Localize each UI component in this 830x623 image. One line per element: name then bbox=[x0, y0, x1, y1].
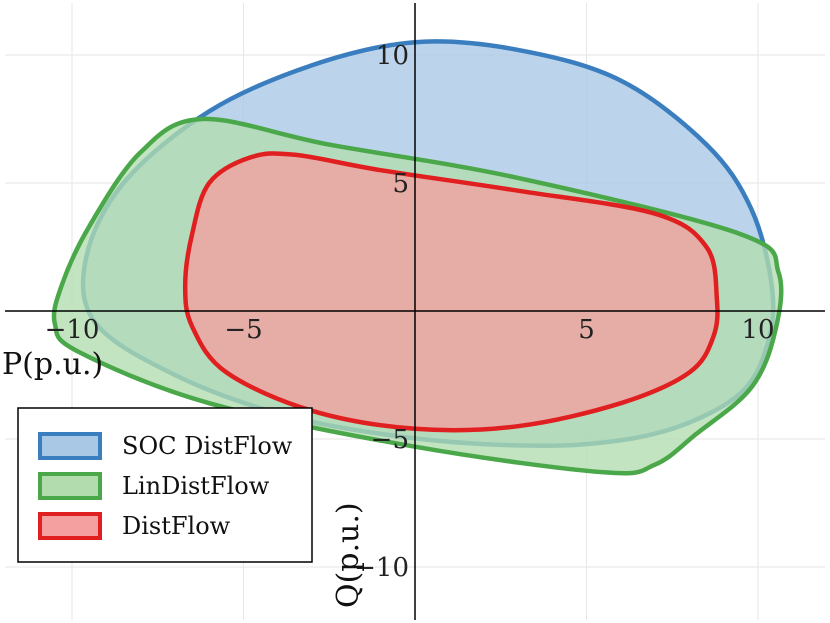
series-layer bbox=[51, 39, 784, 476]
y-tick-label: −5 bbox=[371, 425, 409, 455]
legend-swatch-soc-distflow bbox=[38, 432, 102, 460]
legend-label-lindistflow: LinDistFlow bbox=[122, 472, 270, 500]
legend-swatch-distflow bbox=[38, 512, 102, 540]
y-tick-label: 10 bbox=[376, 41, 409, 71]
y-axis-label: Q(p.u.) bbox=[331, 502, 366, 608]
axes bbox=[5, 3, 825, 620]
x-tick-label: −10 bbox=[45, 315, 100, 345]
series-distflow-region bbox=[182, 151, 720, 433]
x-axis-label: P(p.u.) bbox=[2, 347, 103, 382]
tick-labels: −10 −5 5 10 −10 −5 5 10 bbox=[45, 41, 775, 583]
legend-label-soc-distflow: SOC DistFlow bbox=[122, 432, 293, 460]
y-tick-label: 5 bbox=[392, 169, 409, 199]
legend-label-distflow: DistFlow bbox=[122, 512, 231, 540]
legend: SOC DistFlow LinDistFlow DistFlow bbox=[17, 407, 313, 563]
x-tick-label: 5 bbox=[578, 315, 595, 345]
x-tick-label: −5 bbox=[224, 315, 262, 345]
x-tick-label: 10 bbox=[741, 315, 774, 345]
legend-swatch-lindistflow bbox=[38, 472, 102, 500]
y-tick-label: −10 bbox=[354, 553, 409, 583]
